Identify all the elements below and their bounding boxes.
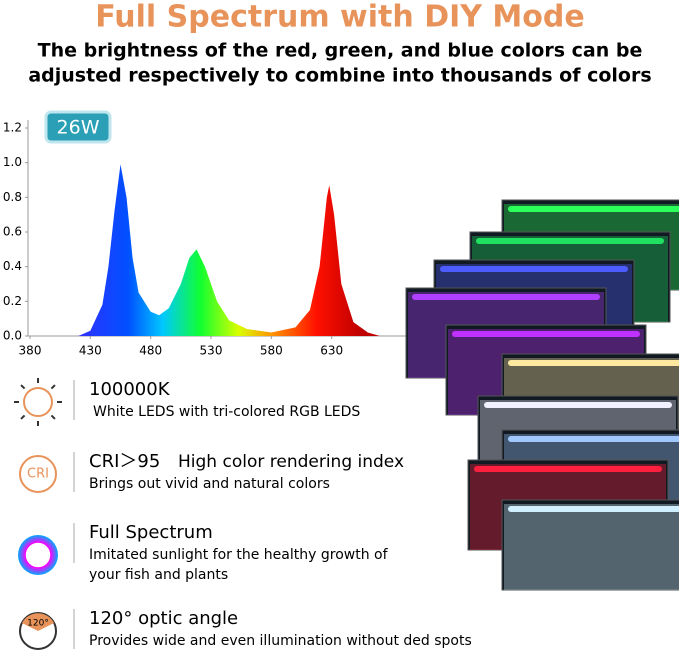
light-bar xyxy=(484,402,672,408)
y-tick-label: 0.2 xyxy=(3,294,22,308)
y-tick-label: 0.8 xyxy=(3,190,22,204)
spectrum-area xyxy=(78,164,380,336)
light-bar xyxy=(508,506,679,512)
y-tick-label: 1.2 xyxy=(3,121,22,135)
x-tick-label: 630 xyxy=(320,344,343,358)
tank xyxy=(501,499,679,591)
x-tick-label: 380 xyxy=(19,344,42,358)
x-tick-label: 480 xyxy=(139,344,162,358)
icon xyxy=(18,535,58,575)
light-bar xyxy=(508,436,679,442)
x-tick-label: 580 xyxy=(260,344,283,358)
feature-extra: High color rendering index xyxy=(178,452,404,472)
badge: 26W xyxy=(57,117,100,139)
light-bar xyxy=(474,466,662,472)
feature-desc: your fish and plants xyxy=(89,567,228,583)
feature-title: 120° optic angle xyxy=(89,608,238,629)
icon xyxy=(19,455,57,493)
y-tick-label: 0.6 xyxy=(3,225,22,239)
feature-desc: Imitated sunlight for the healthy growth… xyxy=(89,547,389,563)
light-bar xyxy=(508,206,679,212)
icon-wedge xyxy=(22,613,54,631)
y-tick-label: 0.4 xyxy=(3,259,22,273)
feature-title: 100000K xyxy=(89,379,171,400)
icon-label: 120° xyxy=(27,619,49,629)
badge-bg xyxy=(44,110,112,144)
feature-title: CRI＞95 xyxy=(89,451,160,472)
icon-ray xyxy=(50,414,56,420)
icon-ray xyxy=(20,414,26,420)
feature-desc: White LEDS with tri-colored RGB LEDS xyxy=(93,404,360,420)
light-bar xyxy=(412,294,600,300)
x-tick-label: 530 xyxy=(200,344,223,358)
light-bar xyxy=(476,238,664,244)
y-tick-label: 0.0 xyxy=(3,329,22,343)
y-tick-label: 1.0 xyxy=(3,155,22,169)
light-bar xyxy=(508,360,679,366)
icon-ray xyxy=(50,384,56,390)
light-bar xyxy=(452,331,640,337)
feature-title: Full Spectrum xyxy=(89,522,213,543)
title: Full Spectrum with DIY Mode xyxy=(95,0,584,35)
icon xyxy=(23,387,53,417)
subtitle: The brightness of the red, green, and bl… xyxy=(38,40,643,62)
feature-desc: Brings out vivid and natural colors xyxy=(89,476,330,492)
icon-ray xyxy=(20,384,26,390)
icon-label: CRI xyxy=(27,467,49,482)
x-tick-label: 430 xyxy=(79,344,102,358)
tank-glow xyxy=(504,504,679,590)
light-bar xyxy=(440,266,628,272)
feature-desc: Provides wide and even illumination with… xyxy=(89,633,472,649)
subtitle: adjusted respectively to combine into th… xyxy=(28,65,651,87)
